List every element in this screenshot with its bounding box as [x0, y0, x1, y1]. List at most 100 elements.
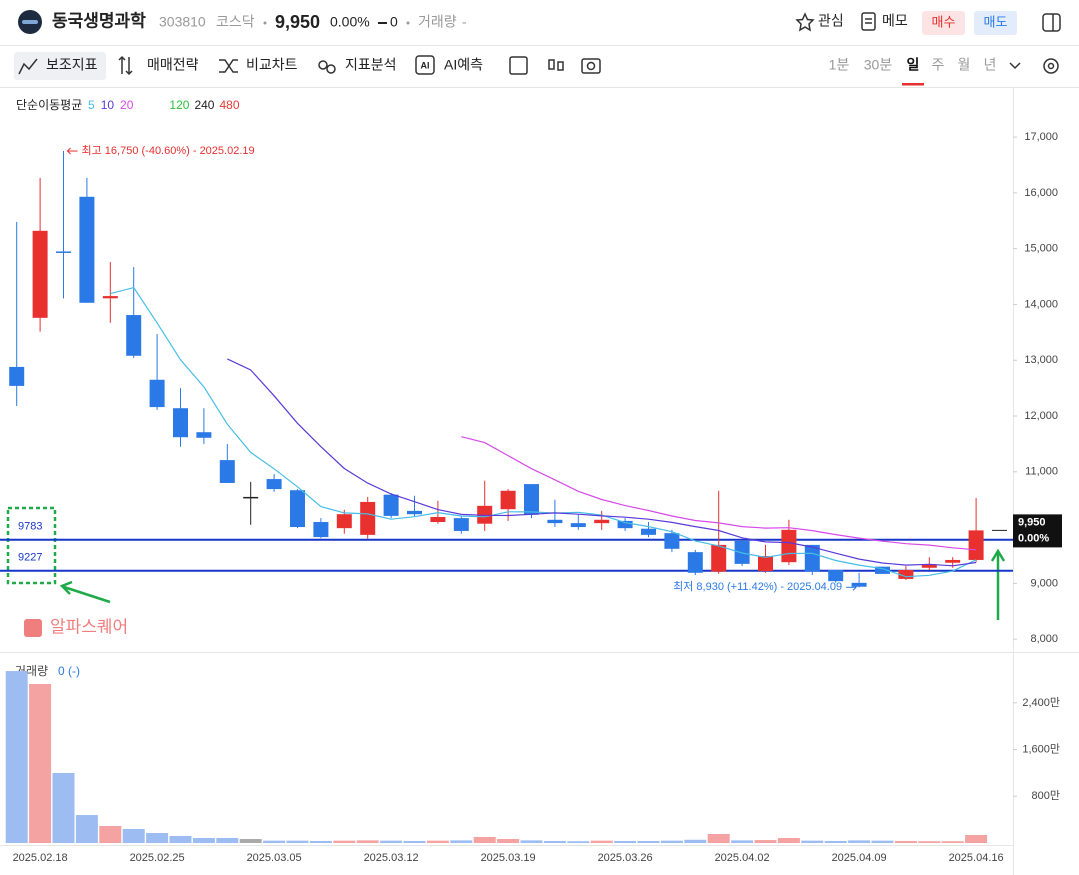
volume-bar	[473, 836, 496, 843]
change-pct: 0.00%	[330, 14, 370, 30]
period-option[interactable]: 일	[907, 57, 920, 73]
low-annotation: 최저 8,930 (+11.42%) - 2025.04.09	[673, 580, 842, 593]
ma-legend-item: 20	[120, 98, 134, 112]
period-option[interactable]: 년	[984, 57, 997, 73]
candle-body	[79, 196, 95, 303]
period-option[interactable]: 30분	[864, 57, 893, 73]
volume-bar	[450, 840, 473, 843]
candle-body	[383, 494, 399, 516]
stock-logo-mark	[22, 20, 38, 24]
candle-body	[313, 522, 329, 538]
candle-body	[758, 556, 773, 572]
volume-bar	[239, 839, 262, 843]
ma-line	[227, 358, 977, 567]
last-price-box	[1013, 514, 1062, 548]
volume-bar	[520, 840, 543, 843]
volume-bar	[543, 840, 566, 843]
volume-bar	[29, 684, 52, 843]
y-tick-label: 8,000	[1030, 633, 1058, 645]
price-line-label: 9227	[18, 552, 42, 564]
stock-name[interactable]: 동국생명과학	[52, 11, 146, 30]
candle-body	[243, 496, 259, 499]
volume-bar	[894, 840, 917, 843]
candle-body	[360, 501, 376, 535]
screenshot[interactable]	[581, 58, 601, 74]
arrow-head	[59, 580, 73, 595]
period-option[interactable]: 주	[932, 57, 945, 73]
volume-bar	[309, 840, 332, 843]
price: 9,950	[275, 12, 320, 32]
toolbar-icon-label: AI	[421, 60, 430, 70]
chart-type[interactable]	[557, 61, 564, 71]
y-tick-label: 11,000	[1025, 466, 1058, 478]
change: 0	[390, 14, 398, 30]
memo-icon[interactable]	[861, 12, 876, 31]
ma-legend-item: 120	[169, 98, 189, 112]
separator-dot	[406, 21, 410, 25]
ai-icon	[415, 55, 435, 75]
period-option[interactable]: 1분	[829, 57, 850, 73]
ma-legend-item: 5	[88, 98, 95, 112]
period-underline	[902, 83, 924, 86]
highlight-box	[6, 506, 57, 585]
candle-body	[102, 296, 118, 299]
candle-body	[56, 251, 71, 253]
chart-type[interactable]	[548, 59, 555, 70]
y-tick-label: 17,000	[1024, 131, 1058, 143]
volume-bar	[918, 841, 941, 843]
buy-button-bg[interactable]	[922, 11, 965, 35]
candle-body	[968, 530, 984, 560]
panel-toggle[interactable]	[1042, 13, 1061, 32]
candle-body	[594, 519, 610, 524]
period-option[interactable]: 월	[958, 57, 971, 73]
toolbar-item[interactable]: 지표분석	[345, 57, 397, 73]
toolbar-item[interactable]: 보조지표	[46, 57, 98, 73]
buy-button[interactable]: 매수	[932, 14, 956, 29]
volume-bar	[754, 840, 777, 843]
candle-body	[9, 366, 25, 386]
y-tick-label: 12,000	[1024, 410, 1058, 422]
volume-bar	[590, 840, 613, 843]
period-more[interactable]	[1009, 62, 1021, 70]
x-tick-label: 2025.04.09	[832, 852, 887, 864]
candle-body	[126, 315, 142, 356]
analysis-icon	[318, 60, 328, 70]
candle-body	[547, 519, 563, 524]
candle-body	[945, 559, 961, 563]
candle-body	[851, 582, 867, 587]
star-icon[interactable]	[795, 12, 815, 32]
toolbar-item[interactable]: 매매전략	[147, 57, 199, 73]
volume-bar	[426, 840, 449, 843]
volume-bar	[731, 840, 754, 843]
candle-body	[641, 528, 656, 535]
sell-button[interactable]: 매도	[984, 14, 1008, 29]
settings[interactable]	[1043, 58, 1059, 74]
sell-button-bg[interactable]	[974, 11, 1017, 35]
y-tick-label: 9,000	[1030, 577, 1058, 589]
volume-value: -	[462, 14, 467, 30]
memo-button[interactable]: 메모	[882, 13, 908, 29]
volume-bar	[380, 840, 403, 843]
y-tick-label: 1,600만	[1022, 742, 1060, 755]
volume-bar	[660, 840, 683, 843]
toolbar-item[interactable]: 비교차트	[246, 57, 298, 73]
ma-line	[110, 286, 977, 578]
volume-bar	[333, 840, 356, 843]
volume-bar	[403, 840, 426, 843]
ma-legend-item: 480	[219, 98, 239, 112]
x-tick-label: 2025.03.05	[247, 852, 302, 864]
volume-bar	[941, 841, 964, 843]
watch-button[interactable]: 관심	[818, 13, 844, 29]
market: 코스닥	[216, 14, 255, 30]
volume-bar	[848, 840, 871, 843]
x-tick-label: 2025.04.02	[715, 852, 770, 864]
y-tick-label: 16,000	[1024, 187, 1058, 199]
draw-tool[interactable]	[509, 56, 528, 75]
volume-label: 거래량	[418, 14, 457, 30]
toolbar-item[interactable]: AI예측	[444, 57, 483, 73]
watermark-logo	[24, 619, 42, 637]
volume-bar	[614, 840, 637, 843]
